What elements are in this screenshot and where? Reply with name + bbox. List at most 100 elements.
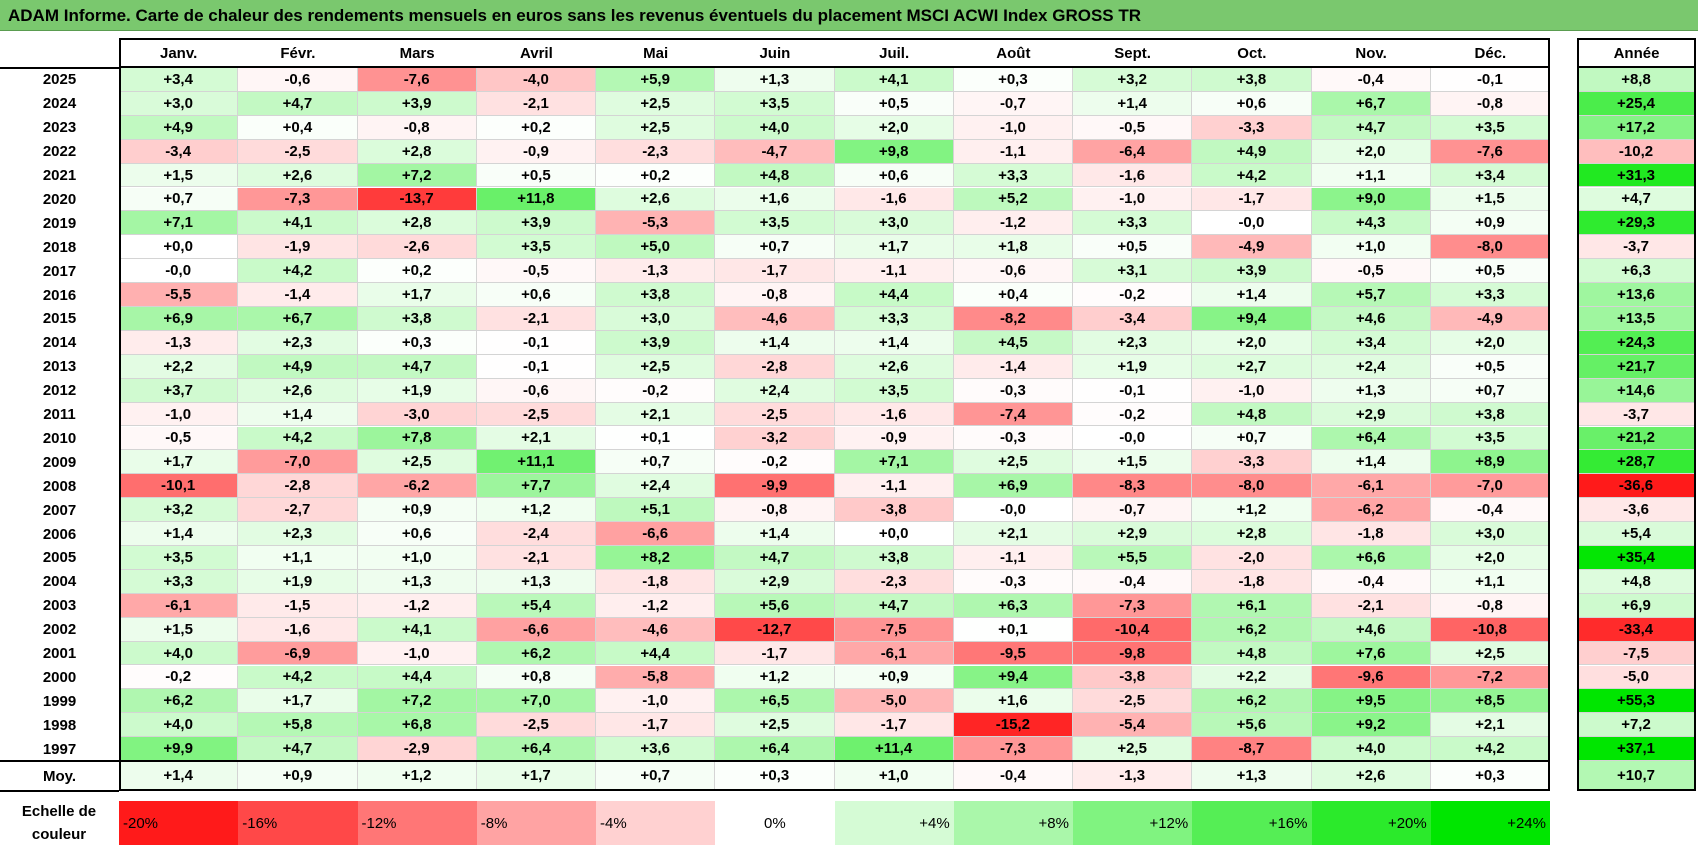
heatmap-cell: +4,0 [119,713,239,738]
annual-cell: +13,6 [1577,283,1696,307]
heatmap-cell: +3,3 [1073,211,1193,236]
heatmap-cell: -1,8 [1311,522,1431,546]
heatmap-cell: +2,1 [953,522,1073,546]
average-cell: +0,3 [1430,761,1550,792]
heatmap-cell: +0,6 [357,522,477,546]
heatmap-cell: +2,7 [1192,354,1312,379]
heatmap-cell: -7,3 [953,737,1073,762]
heatmap-cell: +2,4 [715,378,835,403]
heatmap-cell: -1,0 [953,115,1073,140]
heatmap-cell: +2,2 [1192,665,1312,690]
heatmap-cell: +2,8 [1192,522,1312,546]
heatmap-cell: +4,0 [1311,737,1431,762]
heatmap-cell: -9,9 [715,474,835,499]
color-scale-step: -12% [357,801,477,845]
heatmap-cell: +0,5 [476,163,596,188]
average-cell: +2,6 [1311,761,1431,792]
year-label: 2008 [42,477,77,495]
annual-cell: +25,4 [1577,91,1696,116]
color-scale-step: -16% [238,801,358,845]
year-label: 2025 [42,71,77,89]
heatmap-cell: +4,2 [238,426,358,451]
heatmap-cell: -1,6 [238,617,358,642]
month-header: Févr. [238,38,358,68]
heatmap-cell: -0,1 [476,330,596,355]
heatmap-cell: -10,8 [1430,617,1550,642]
annual-cell: +7,2 [1577,713,1696,738]
average-top-line [0,760,1550,763]
heatmap-cell: +4,5 [953,330,1073,355]
annual-cell: -3,7 [1577,235,1696,260]
month-header: Juin [715,38,835,68]
heatmap-cell: -6,4 [1073,139,1193,164]
annual-cell: +35,4 [1577,546,1696,570]
heatmap-cell: +4,4 [357,665,477,690]
heatmap-cell: -7,3 [1073,593,1193,618]
color-scale-step: -8% [476,801,596,845]
heatmap-cell: -6,6 [596,522,716,546]
heatmap-cell: +2,4 [1311,354,1431,379]
heatmap-cell: -0,3 [953,569,1073,594]
heatmap-cell: +3,4 [1311,330,1431,355]
heatmap-cell: +8,5 [1430,689,1550,714]
year-label: 2000 [42,668,77,686]
heatmap-cell: -3,3 [1192,450,1312,475]
heatmap-cell: +2,5 [715,713,835,738]
heatmap-cell: -0,5 [1073,115,1193,140]
heatmap-cell: +6,3 [953,593,1073,618]
heatmap-cell: +3,5 [715,91,835,116]
heatmap-cell: +0,4 [953,283,1073,307]
heatmap-cell: +3,6 [596,737,716,762]
heatmap-cell: +2,6 [238,163,358,188]
month-header: Oct. [1192,38,1312,68]
heatmap-cell: +1,5 [1073,450,1193,475]
heatmap-cell: +2,0 [834,115,954,140]
heatmap-cell: +4,8 [1192,402,1312,427]
heatmap-cell: +4,2 [1430,737,1550,762]
heatmap-cell: +3,1 [1073,259,1193,284]
year-label: 2002 [42,621,77,639]
average-cell: +0,3 [715,761,835,792]
heatmap-cell: +4,8 [1192,641,1312,666]
heatmap-cell: +1,4 [119,522,239,546]
color-scale-label-line1: Echelle de [21,803,97,820]
heatmap-cell: +7,6 [1311,641,1431,666]
year-label: 2014 [42,334,77,352]
heatmap-cell: +2,3 [238,330,358,355]
heatmap-cell: +0,7 [1430,378,1550,403]
heatmap-cell: +0,6 [1192,91,1312,116]
heatmap-cell: -3,8 [1073,665,1193,690]
heatmap-cell: -5,0 [834,689,954,714]
heatmap-cell: -1,2 [357,593,477,618]
heatmap-cell: +9,4 [953,665,1073,690]
heatmap-cell: -0,0 [1073,426,1193,451]
heatmap-cell: -1,9 [238,235,358,260]
annual-cell: -3,6 [1577,498,1696,523]
heatmap-cell: +1,4 [715,522,835,546]
heatmap-cell: -5,3 [596,211,716,236]
year-label: 2016 [42,286,77,304]
heatmap-cell: -7,4 [953,402,1073,427]
heatmap-cell: +3,3 [834,307,954,331]
average-cell: -0,4 [953,761,1073,792]
heatmap-cell: +6,8 [357,713,477,738]
heatmap-cell: -0,8 [1430,593,1550,618]
heatmap-cell: -0,8 [357,115,477,140]
heatmap-cell: -1,7 [715,259,835,284]
heatmap-cell: -0,0 [1192,211,1312,236]
heatmap-cell: +2,5 [357,450,477,475]
average-cell: +1,7 [476,761,596,792]
heatmap-cell: +2,3 [238,522,358,546]
average-cell: -1,3 [1073,761,1193,792]
heatmap-cell: +1,3 [357,569,477,594]
heatmap-cell: -0,4 [1311,569,1431,594]
heatmap-cell: -1,7 [715,641,835,666]
heatmap-cell: +2,5 [596,115,716,140]
heatmap-cell: +4,1 [834,68,954,92]
annual-cell: -5,0 [1577,665,1696,690]
heatmap-cell: -0,2 [1073,402,1193,427]
heatmap-cell: +1,5 [119,617,239,642]
color-scale-label: Echelle de couleur [0,800,118,846]
color-scale-step: -4% [596,801,716,845]
heatmap-cell: +1,4 [1192,283,1312,307]
